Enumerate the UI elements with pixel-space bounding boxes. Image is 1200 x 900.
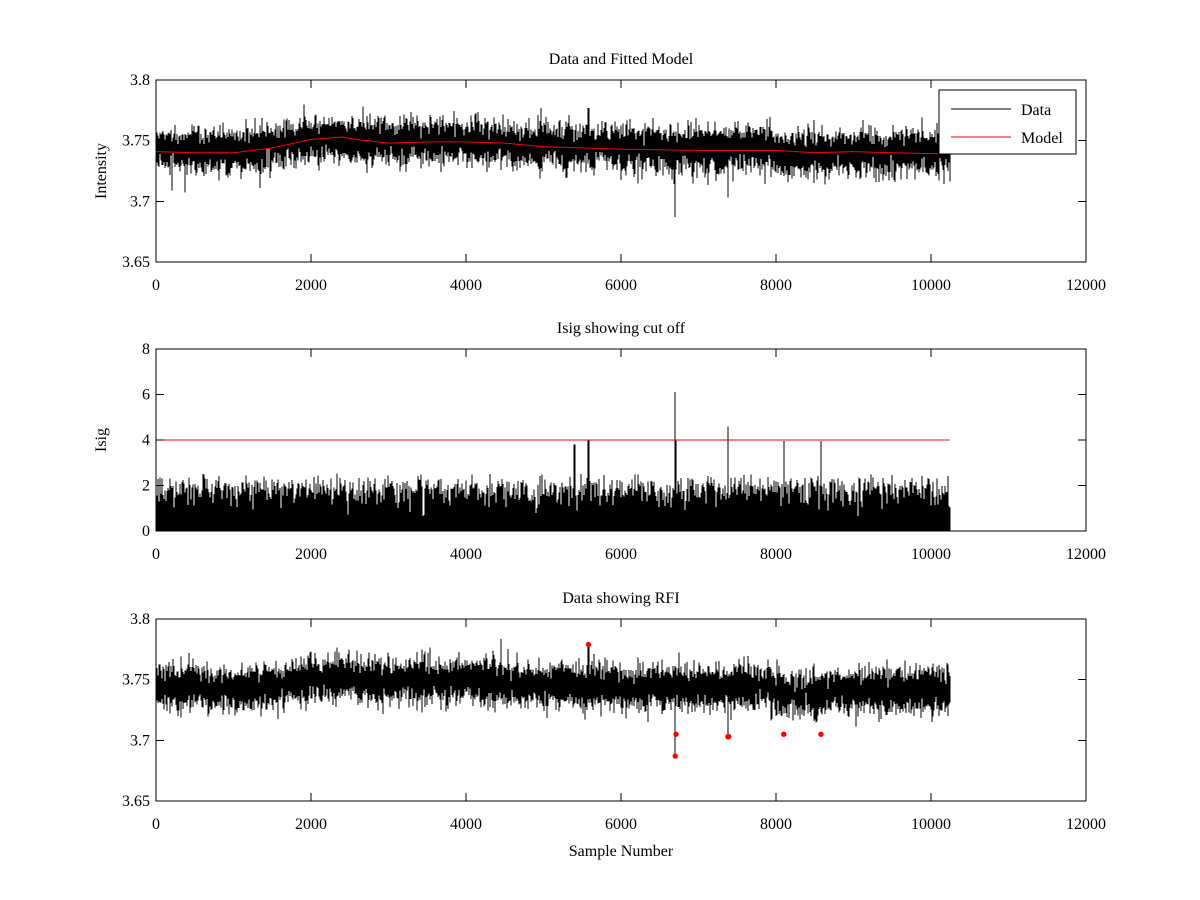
fit-legend: Data Model xyxy=(938,89,1077,155)
isig-xtick-label: 10000 xyxy=(911,546,951,563)
rfi-xtick-label: 0 xyxy=(152,816,160,833)
fit-legend-box xyxy=(938,89,1077,155)
rfi-ytick-label: 3.8 xyxy=(130,611,150,628)
rfi-xlabel: Sample Number xyxy=(569,843,674,860)
isig-ytick-label: 4 xyxy=(142,432,150,449)
isig-xtick-label: 0 xyxy=(152,546,160,563)
fit-ytick-label: 3.65 xyxy=(122,254,150,271)
fit-ytick-label: 3.75 xyxy=(122,133,150,150)
fit-title: Data and Fitted Model xyxy=(549,51,694,68)
fit-legend-label-model: Model xyxy=(1021,130,1063,147)
rfi-ytick-label: 3.75 xyxy=(122,672,150,689)
isig-ytick-label: 2 xyxy=(142,478,150,495)
rfi-ytick-label: 3.7 xyxy=(130,732,150,749)
isig-xtick-label: 2000 xyxy=(295,546,327,563)
isig-title: Isig showing cut off xyxy=(557,320,686,337)
fit-chart: 0 2000 4000 6000 8000 10000 12000 3.65 3.7 3.75 3.… xyxy=(93,51,1106,294)
fit-ytick-label: 3.8 xyxy=(130,72,150,89)
isig-xtick-label: 8000 xyxy=(760,546,792,563)
isig-ytick-label: 8 xyxy=(142,341,150,358)
rfi-xtick-label: 8000 xyxy=(760,816,792,833)
fit-ytick-label: 3.7 xyxy=(130,193,150,210)
isig-chart: 0 2000 4000 6000 8000 10000 12000 0 2 4 6 8 Isig sho… xyxy=(93,320,1106,563)
rfi-xtick-label: 4000 xyxy=(450,816,482,833)
fit-xtick-label: 8000 xyxy=(760,277,792,294)
fit-series-data-line xyxy=(156,104,951,218)
rfi-xtick-label: 2000 xyxy=(295,816,327,833)
rfi-series-rfi-point xyxy=(585,641,592,648)
isig-ylabel: Isig xyxy=(93,428,110,452)
fit-xtick-label: 4000 xyxy=(450,277,482,294)
isig-xtick-label: 4000 xyxy=(450,546,482,563)
fit-xtick-label: 6000 xyxy=(605,277,637,294)
fit-xtick-label: 10000 xyxy=(911,277,951,294)
rfi-series-rfi-point xyxy=(672,753,678,759)
rfi-series-rfi-point xyxy=(673,731,679,737)
rfi-series-rfi-point xyxy=(726,733,732,740)
rfi-xtick-label: 6000 xyxy=(605,816,637,833)
fit-series-model-line xyxy=(156,136,950,155)
rfi-title: Data showing RFI xyxy=(562,590,679,607)
rfi-plot-area xyxy=(156,619,1086,801)
rfi-series-data-line xyxy=(156,639,951,757)
isig-series-isig-line xyxy=(156,392,951,531)
fit-xtick-label: 2000 xyxy=(295,277,327,294)
isig-xtick-label: 12000 xyxy=(1066,546,1106,563)
isig-xtick-label: 6000 xyxy=(605,546,637,563)
fit-legend-label-data: Data xyxy=(1021,102,1051,119)
rfi-series-rfi-point xyxy=(818,731,824,737)
isig-ytick-label: 6 xyxy=(142,387,150,404)
fit-ylabel: Intensity xyxy=(93,143,110,199)
fit-xtick-label: 0 xyxy=(152,277,160,294)
rfi-ytick-label: 3.65 xyxy=(122,793,150,810)
rfi-xtick-label: 10000 xyxy=(911,816,951,833)
fit-xtick-label: 12000 xyxy=(1066,277,1106,294)
rfi-chart: 0 2000 4000 6000 8000 10000 12000 3.65 3.7 3.75 3.… xyxy=(122,590,1106,860)
isig-ytick-label: 0 xyxy=(142,523,150,540)
rfi-series-rfi-point xyxy=(781,731,787,737)
rfi-xtick-label: 12000 xyxy=(1066,816,1106,833)
